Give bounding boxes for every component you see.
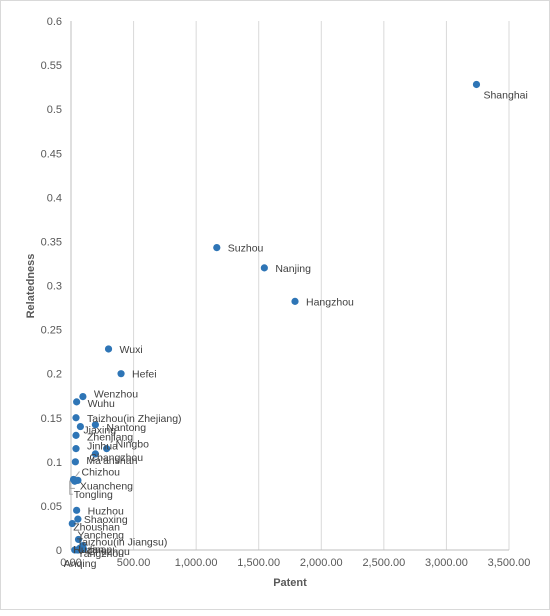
data-label: Yangzhou (78, 548, 125, 560)
data-point (74, 535, 83, 544)
data-label: Wuhu (88, 398, 115, 410)
y-tick-label: 0 (56, 545, 62, 557)
x-tick-label: 2,000.00 (300, 557, 343, 569)
data-label: Huzhou (88, 505, 124, 517)
data-label: Shaoxing (84, 514, 128, 526)
data-point (91, 421, 100, 429)
data-label: Tongling (74, 489, 113, 501)
data-label: Changzhou (89, 452, 143, 464)
x-tick-label: 3,500.00 (488, 557, 531, 569)
data-label: Wuxi (120, 344, 143, 356)
data-label: Nantong (106, 422, 146, 434)
data-label: Lu'an (79, 544, 105, 556)
data-label: Taizhou(in Jiangsu) (77, 537, 167, 549)
data-points (68, 80, 481, 554)
y-tick-label: 0.55 (41, 60, 62, 72)
data-point (72, 445, 80, 453)
data-point (72, 431, 80, 439)
data-label: Jiaxing (83, 425, 116, 437)
y-tick-label: 0.05 (41, 501, 62, 513)
data-label: Wenzhou (94, 389, 138, 401)
tick-labels: 0.00 500.00 1,000.00 1,500.00 2,000.00 2,500.… (41, 16, 531, 569)
data-label: Ningbo (116, 439, 149, 451)
data-point (74, 546, 83, 554)
x-axis-title: Patent (273, 577, 307, 589)
data-point (71, 477, 79, 485)
data-point (291, 297, 299, 305)
axes (70, 21, 509, 551)
data-point (68, 519, 76, 528)
x-tick-label: 2,500.00 (362, 557, 405, 569)
data-point (71, 458, 79, 466)
grid-lines (133, 21, 510, 550)
data-label: Chuzhou (88, 546, 130, 558)
x-tick-label: 0.00 (60, 557, 81, 569)
y-tick-label: 0.25 (41, 325, 62, 337)
data-label: Anqing (64, 558, 97, 570)
y-tick-label: 0.15 (41, 413, 62, 425)
leader-line (69, 481, 73, 495)
data-label: Xuancheng (80, 480, 133, 492)
data-label: Zhoushan (73, 522, 120, 534)
data-point (104, 345, 113, 353)
x-tick-label: 1,500.00 (237, 557, 280, 569)
data-point (117, 370, 125, 378)
data-label: Chizhou (82, 466, 121, 478)
y-tick-label: 0.3 (47, 281, 62, 293)
data-label: Shanghai (483, 89, 527, 101)
data-point (72, 414, 80, 422)
data-point (91, 450, 100, 458)
data-label: Hefei (132, 369, 157, 381)
data-point (74, 515, 82, 523)
y-tick-label: 0.5 (47, 104, 62, 116)
data-label: Hangzhou (306, 296, 354, 308)
data-label: Jinhua (87, 441, 118, 453)
y-tick-label: 0.45 (41, 148, 62, 160)
data-point (76, 422, 84, 431)
data-point (213, 243, 221, 252)
x-tick-label: 3,000.00 (425, 557, 468, 569)
y-tick-label: 0.1 (47, 457, 62, 469)
data-label: Ma'anshan (86, 455, 137, 467)
y-tick-label: 0.6 (47, 16, 62, 28)
point-labels: Shanghai Suzhou Nanjing Hangzhou Wuxi Hefei We… (64, 89, 528, 570)
data-label: Suzhou (228, 243, 264, 255)
data-point (73, 398, 81, 406)
data-label: Yancheng (78, 529, 125, 541)
x-tick-label: 500.00 (117, 557, 151, 569)
y-tick-label: 0.4 (47, 192, 62, 204)
x-tick-label: 1,000.00 (175, 557, 218, 569)
y-tick-label: 0.35 (41, 236, 62, 248)
data-label: Zhenjiang (87, 431, 133, 443)
data-point (260, 264, 268, 272)
data-point (103, 445, 111, 453)
data-point (79, 392, 87, 401)
data-label: Taizhou(in Zhejiang) (87, 413, 182, 425)
y-tick-label: 0.2 (47, 369, 62, 381)
data-point (472, 80, 481, 89)
data-label: Nanjing (275, 263, 311, 275)
data-label: Huainan (73, 544, 112, 556)
data-point (73, 506, 81, 514)
y-axis-title: Relatedness (25, 254, 37, 319)
